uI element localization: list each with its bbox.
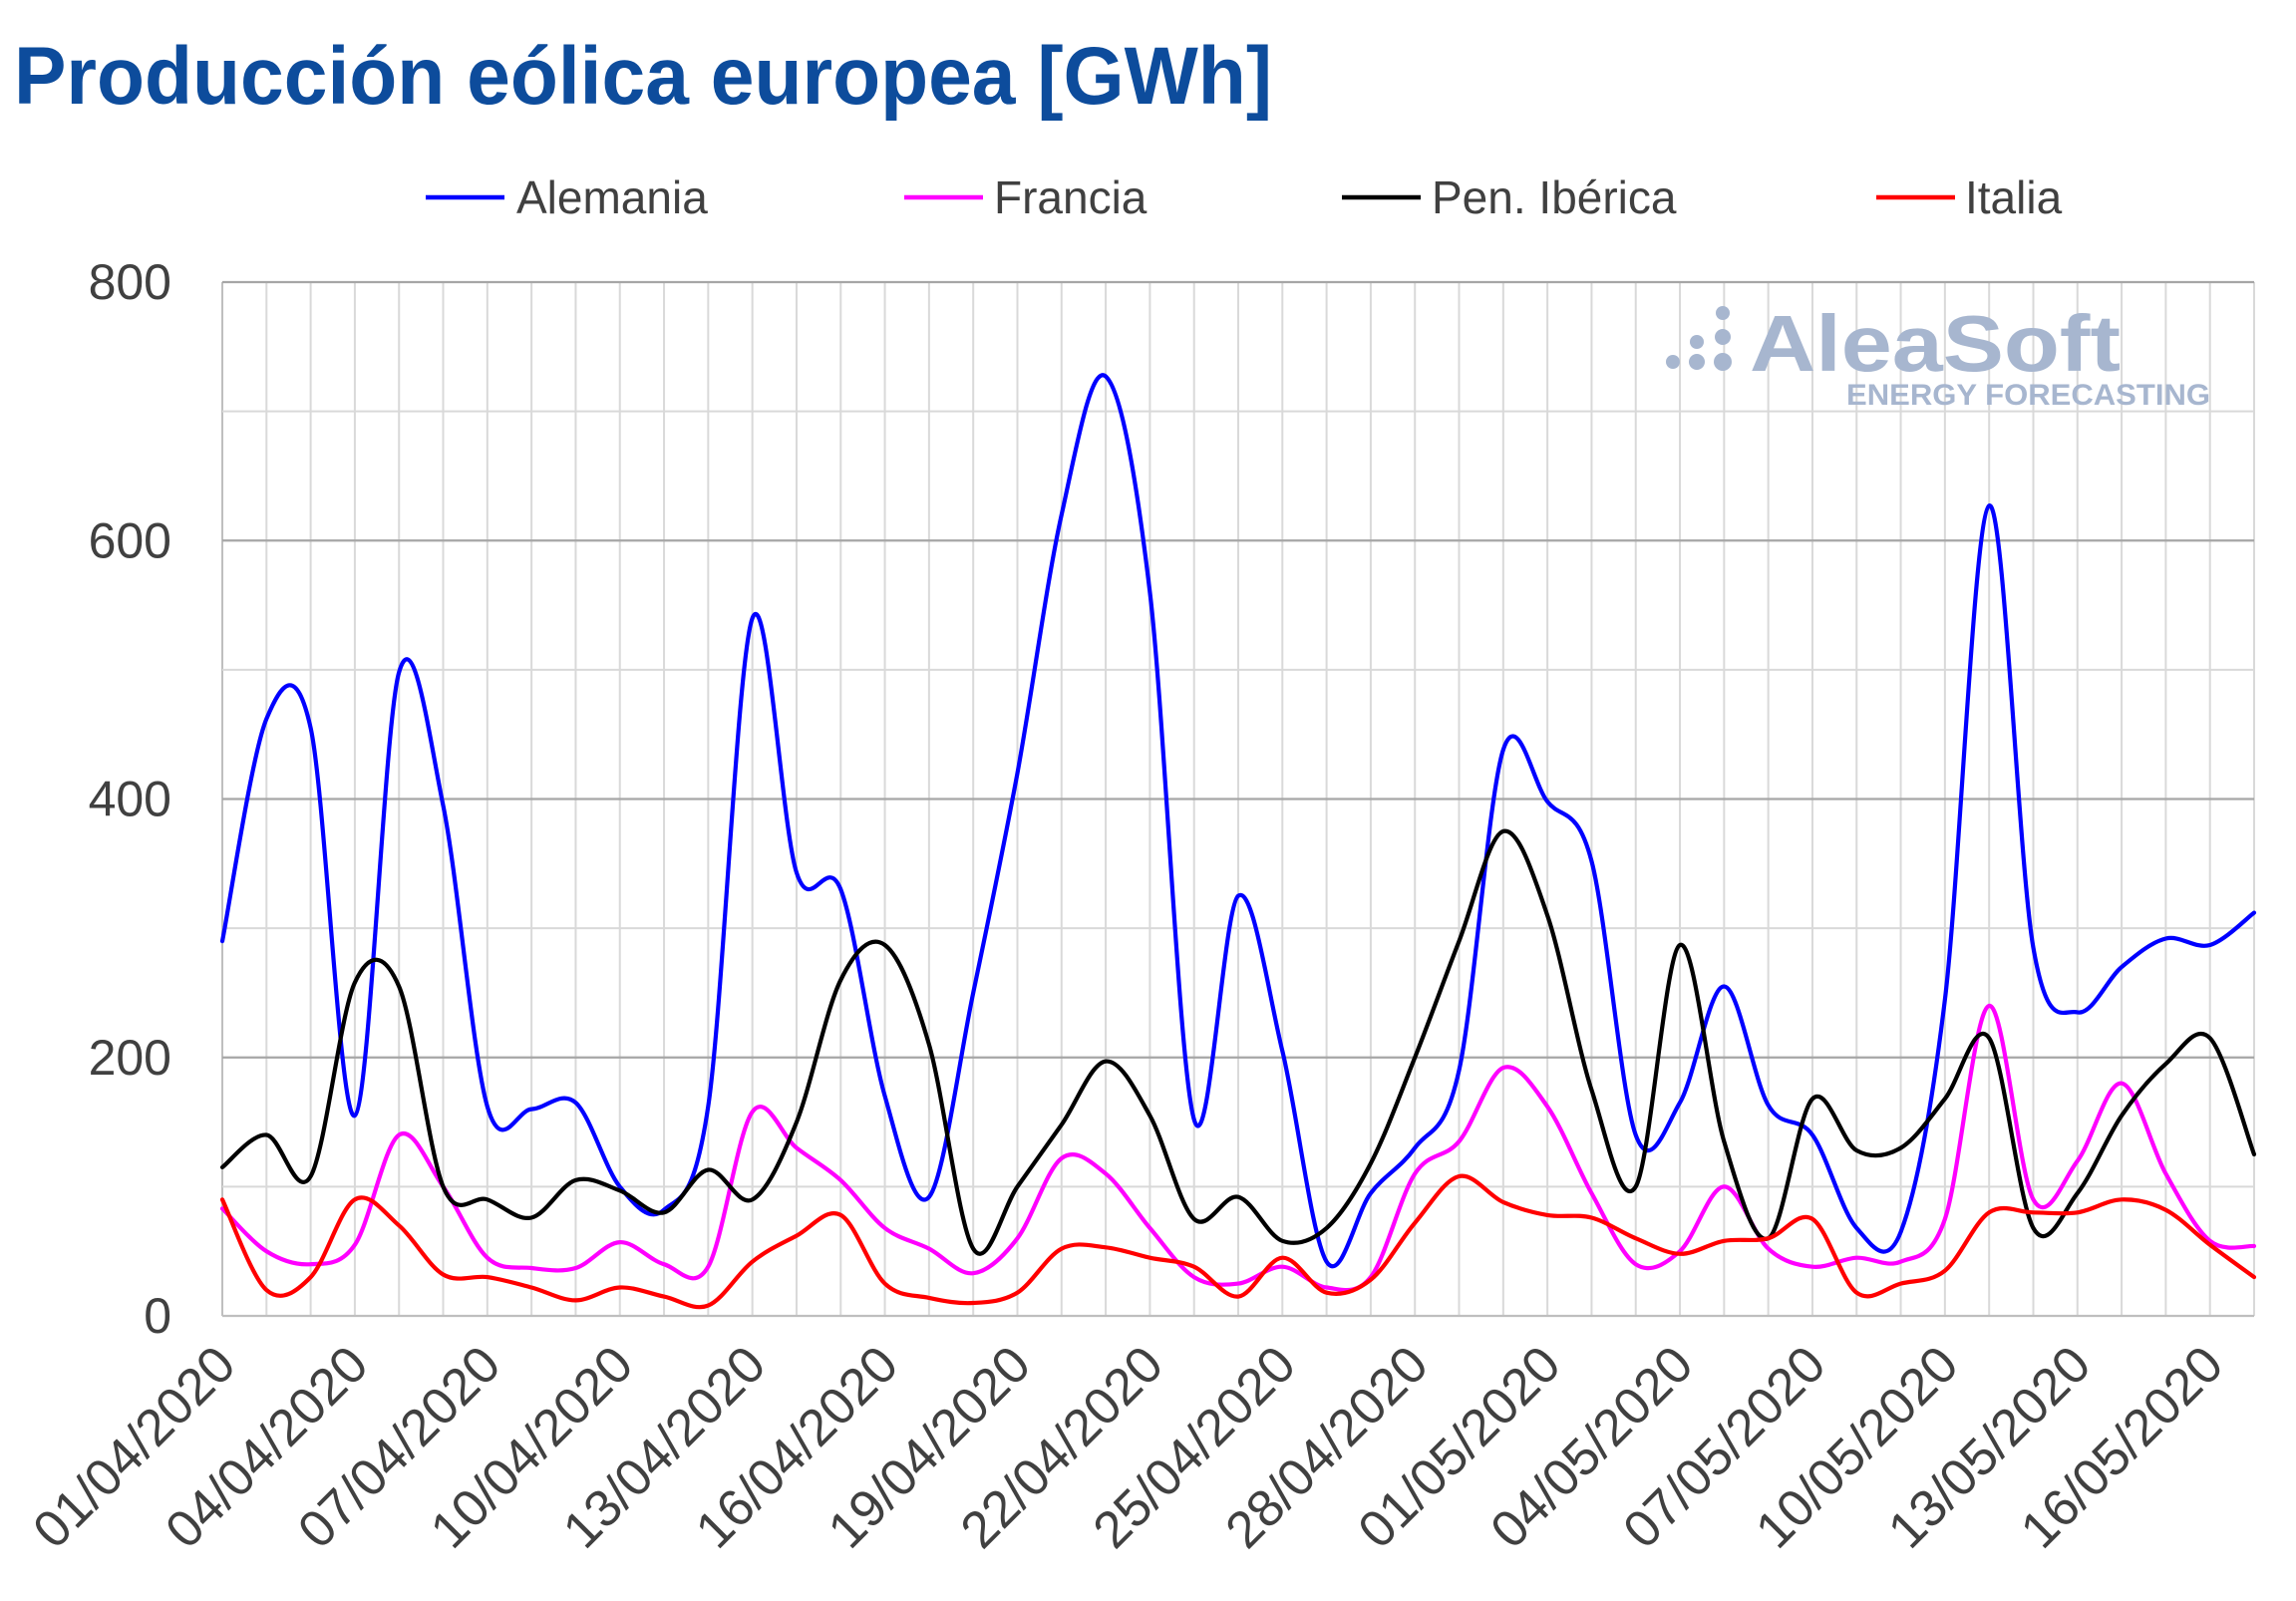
legend-label-alemania: Alemania — [516, 171, 708, 223]
logo-dot — [1716, 306, 1730, 320]
legend-label-pen-iberica: Pen. Ibérica — [1432, 171, 1677, 223]
series-line-pen-iberica — [219, 828, 2257, 1256]
y-tick-label: 600 — [89, 512, 171, 568]
legend-label-italia: Italia — [1965, 171, 2063, 223]
y-axis-tick-labels: 0 200 400 600 800 — [89, 254, 171, 1344]
logo-dot — [1690, 335, 1704, 349]
series-line-italia — [219, 1173, 2257, 1310]
legend-item-alemania: Alemania — [426, 171, 708, 223]
y-tick-label: 800 — [89, 254, 171, 310]
logo-wordmark: AleaSoft — [1750, 299, 2121, 388]
logo-tagline: ENERGY FORECASTING — [1846, 379, 2210, 412]
legend-label-francia: Francia — [994, 171, 1148, 223]
y-tick-label: 400 — [89, 772, 171, 827]
logo-dot — [1689, 354, 1705, 370]
logo-dot — [1714, 353, 1732, 371]
legend-item-pen-iberica: Pen. Ibérica — [1342, 171, 1677, 223]
chart-title: Producción eólica europea [GWh] — [14, 31, 1272, 122]
series-line-francia — [219, 1003, 2257, 1293]
aleasoft-logo: AleaSoft ENERGY FORECASTING — [1666, 299, 2210, 412]
legend: Alemania Francia Pen. Ibérica Italia — [426, 171, 2063, 223]
series-line-alemania — [219, 373, 2257, 1269]
logo-dot — [1715, 329, 1731, 345]
legend-item-italia: Italia — [1876, 171, 2063, 223]
logo-dot — [1666, 355, 1680, 369]
y-tick-label: 200 — [89, 1030, 171, 1086]
data-series — [219, 373, 2257, 1310]
y-tick-label: 0 — [144, 1288, 171, 1344]
legend-item-francia: Francia — [904, 171, 1148, 223]
